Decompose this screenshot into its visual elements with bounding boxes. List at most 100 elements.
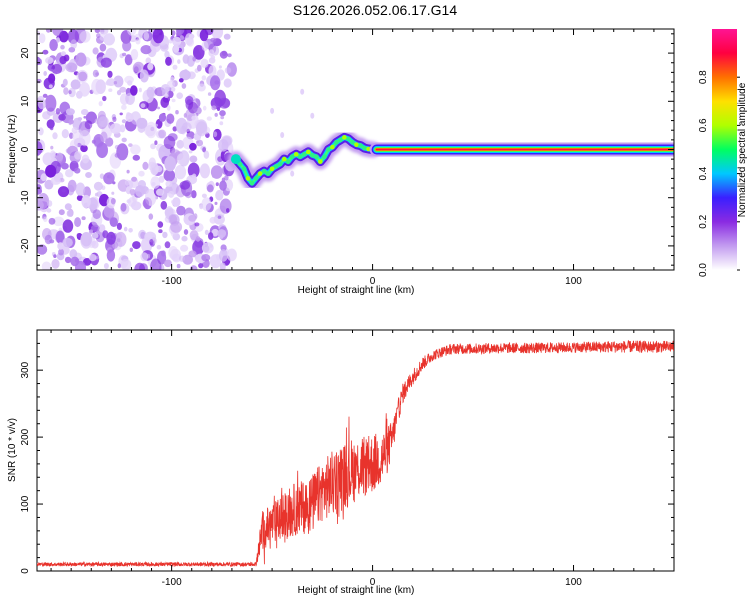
noise-blob (49, 150, 56, 159)
noise-blob (45, 164, 57, 178)
noise-blob (300, 88, 305, 95)
noise-blob (158, 129, 167, 139)
noise-blob (143, 31, 150, 41)
noise-blob (96, 33, 101, 39)
noise-blob (135, 38, 141, 45)
noise-blob (217, 229, 227, 238)
noise-blob (81, 194, 91, 209)
trace-point (358, 143, 363, 148)
noise-blob (164, 241, 171, 249)
noise-blob (139, 69, 149, 83)
noise-blob (203, 150, 210, 159)
noise-blob (204, 229, 209, 235)
noise-blob (103, 172, 115, 185)
noise-blob (224, 174, 229, 181)
trace-point (306, 149, 311, 155)
noise-blob (213, 214, 225, 225)
trace-point (346, 136, 351, 142)
noise-blob (164, 50, 170, 59)
trace-point (273, 164, 279, 169)
noise-blob (76, 233, 81, 238)
noise-blob (158, 229, 163, 234)
noise-blob (280, 132, 285, 138)
noise-blob (207, 92, 212, 96)
snr-y-tick-label: 200 (20, 428, 31, 445)
noise-blob (142, 161, 149, 170)
noise-blob (37, 99, 47, 110)
noise-blob (46, 119, 55, 129)
noise-blob (199, 163, 210, 179)
noise-blob (80, 144, 88, 153)
noise-blob (196, 139, 204, 147)
noise-blob (206, 184, 214, 193)
noise-blob (171, 98, 176, 103)
noise-blob (62, 237, 73, 248)
noise-blob (211, 29, 224, 40)
noise-blob (156, 188, 165, 196)
noise-blob (99, 173, 105, 179)
noise-blob (92, 232, 99, 239)
noise-blob (115, 231, 127, 247)
noise-blob (91, 78, 102, 95)
noise-blob (163, 259, 172, 268)
noise-blob (146, 86, 155, 99)
noise-blob (124, 54, 133, 66)
noise-blob (83, 116, 87, 119)
noise-blob (95, 229, 105, 243)
noise-blob (81, 154, 90, 164)
noise-blob (67, 29, 80, 44)
noise-blob (224, 67, 232, 74)
noise-blob (119, 112, 123, 116)
noise-blob (168, 39, 173, 44)
spectrogram-x-tick-label: 0 (370, 276, 376, 287)
noise-blob (99, 31, 106, 41)
noise-blob (165, 180, 173, 188)
noise-blob (226, 208, 230, 213)
noise-blob (55, 108, 61, 115)
noise-blob (76, 69, 89, 83)
noise-blob (75, 260, 86, 270)
noise-blob (160, 200, 168, 210)
noise-blob (100, 57, 112, 68)
noise-blob (60, 44, 65, 50)
noise-blob (65, 62, 78, 73)
noise-blob (199, 29, 209, 42)
noise-blob (44, 234, 53, 245)
noise-blob (221, 98, 231, 109)
colorbar-tick-label: 0.8 (698, 70, 709, 84)
noise-blob (108, 88, 113, 92)
noise-blob (76, 195, 84, 201)
noise-blob (102, 230, 109, 239)
trace-point (249, 180, 255, 186)
noise-blob (116, 222, 122, 230)
noise-blob (191, 190, 197, 199)
noise-blob (138, 87, 142, 93)
trace-point (326, 147, 331, 152)
noise-blob (45, 57, 54, 64)
noise-blob (215, 189, 224, 201)
noise-blob (177, 59, 181, 64)
noise-blob (68, 119, 74, 125)
noise-blob (126, 29, 137, 36)
noise-blob (210, 37, 217, 43)
noise-blob (179, 35, 185, 40)
noise-blob (74, 217, 82, 228)
noise-blob (130, 48, 139, 61)
noise-blob (176, 139, 184, 149)
noise-blob (84, 120, 93, 130)
noise-blob (124, 179, 130, 186)
noise-blob (166, 113, 175, 124)
noise-blob (56, 37, 60, 43)
noise-blob (113, 81, 118, 85)
noise-blob (110, 197, 116, 205)
trace-point (245, 176, 251, 181)
noise-blob (223, 33, 231, 40)
noise-blob (175, 117, 188, 134)
noise-blob (150, 162, 159, 176)
noise-blob (81, 109, 89, 116)
trace-point (241, 166, 247, 172)
noise-blob (211, 105, 217, 111)
noise-blob (96, 142, 108, 159)
noise-blob (75, 182, 86, 196)
noise-blob (176, 92, 183, 99)
